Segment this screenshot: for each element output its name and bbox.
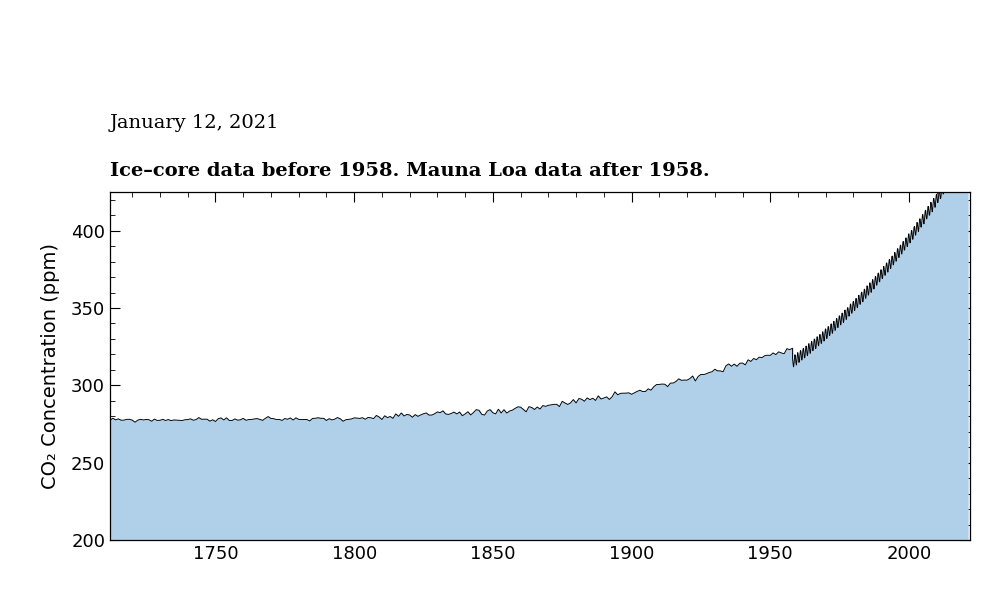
Text: January 12, 2021: January 12, 2021 [110, 114, 280, 132]
Y-axis label: CO₂ Concentration (ppm): CO₂ Concentration (ppm) [41, 243, 60, 489]
Text: Ice–core data before 1958. Mauna Loa data after 1958.: Ice–core data before 1958. Mauna Loa dat… [110, 162, 710, 180]
